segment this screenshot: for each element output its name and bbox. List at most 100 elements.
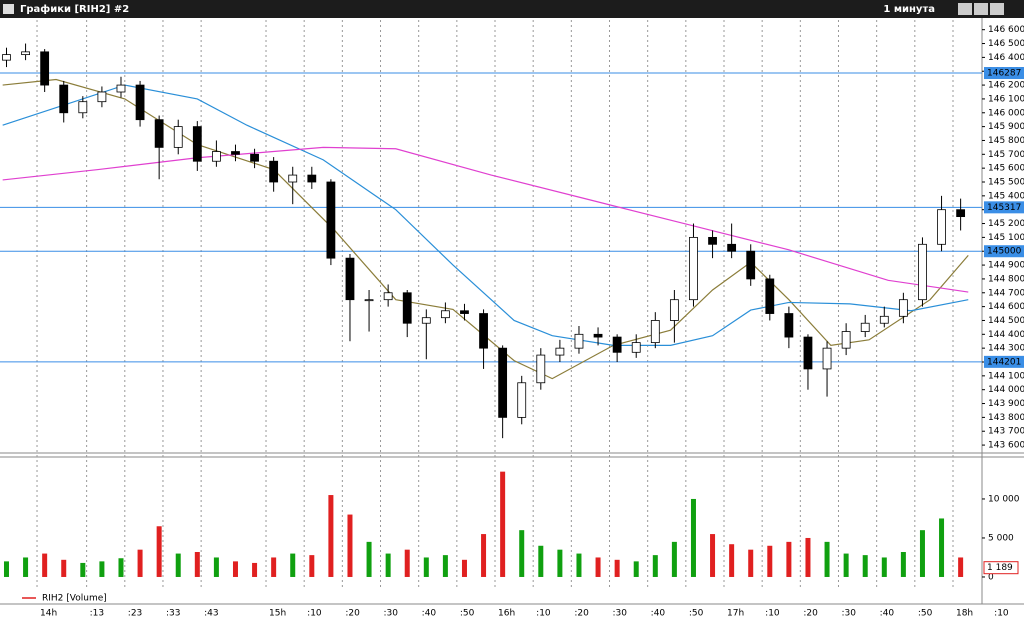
candle-body: [669, 299, 679, 321]
volume-bar: [232, 561, 238, 577]
candle-body: [479, 313, 488, 349]
volume-bar: [252, 562, 258, 577]
volume-bar: [557, 549, 563, 577]
y-tick-label: 0: [988, 572, 994, 582]
candle-body: [803, 336, 813, 370]
y-tick-label: 144 500: [988, 316, 1024, 326]
candle-body: [288, 174, 298, 183]
level-label: 145000: [987, 247, 1022, 257]
candle-body: [841, 331, 851, 349]
volume-bar: [881, 557, 887, 577]
y-tick-label: 144 100: [988, 371, 1024, 381]
volume-bar: [805, 537, 811, 577]
volume-bar: [633, 561, 639, 577]
volume-bar: [958, 557, 964, 577]
volume-bar: [843, 553, 849, 577]
volume-bar: [194, 552, 200, 577]
y-tick-label: 144 600: [988, 302, 1024, 312]
candle-body: [593, 333, 603, 338]
volume-bar: [404, 549, 410, 577]
volume-bar: [328, 495, 334, 577]
x-tick-label: :13: [90, 609, 104, 619]
y-tick-label: 143 600: [988, 441, 1024, 451]
candle-body: [517, 382, 527, 418]
x-tick-label: :40: [422, 609, 437, 619]
x-tick-label: :20: [574, 609, 589, 619]
candle-body: [307, 174, 317, 183]
x-tick-label: :20: [803, 609, 818, 619]
candle-body: [192, 126, 202, 162]
candle-body: [498, 347, 508, 418]
volume-bar: [729, 544, 735, 577]
candle-body: [59, 84, 69, 114]
volume-bar: [423, 557, 429, 577]
volume-bar: [538, 545, 544, 577]
candle-body: [345, 257, 355, 301]
moving-average: [2, 84, 969, 346]
y-tick-label: 145 500: [988, 178, 1024, 188]
y-tick-label: 146 500: [988, 39, 1024, 49]
volume-bar: [80, 562, 86, 577]
y-tick-label: 146 400: [988, 53, 1024, 63]
candle-body: [536, 354, 546, 384]
chart-bg: [0, 18, 1024, 622]
volume-bar: [576, 553, 582, 577]
volume-bar: [595, 557, 601, 577]
level-label: 145317: [987, 203, 1021, 213]
x-tick-label: :40: [880, 609, 895, 619]
y-tick-label: 144 300: [988, 344, 1024, 354]
volume-bar: [862, 555, 868, 577]
candle-body: [574, 333, 584, 349]
level-tag: [984, 67, 1024, 80]
volume-bar: [42, 553, 48, 577]
candle-body: [211, 151, 221, 162]
title-bar-bg: [0, 0, 1024, 18]
x-tick-label: :23: [128, 609, 142, 619]
volume-bar: [900, 552, 906, 577]
y-tick-label: 146 600: [988, 25, 1024, 35]
candle-body: [555, 347, 565, 356]
candle-body: [421, 317, 431, 324]
y-tick-label: 146 100: [988, 94, 1024, 104]
candle-body: [689, 236, 698, 301]
candle-body: [326, 181, 336, 259]
x-tick-label: :40: [651, 609, 666, 619]
volume-bar: [442, 555, 448, 577]
volume-bar: [213, 557, 219, 577]
maximize-button[interactable]: [974, 3, 988, 15]
candle-body: [937, 209, 946, 245]
x-tick-label: :30: [841, 609, 856, 619]
x-tick-label: 17h: [727, 609, 744, 619]
volume-bar: [939, 518, 945, 577]
level-tag: [984, 245, 1024, 258]
last-value-tag: [983, 561, 1019, 575]
volume-bar: [99, 561, 105, 577]
candle-body: [173, 126, 183, 148]
y-tick-label: 144 400: [988, 330, 1024, 340]
close-button[interactable]: [990, 3, 1004, 15]
x-tick-label: :50: [460, 609, 475, 619]
candle-body: [21, 51, 30, 56]
candle-body: [402, 292, 412, 324]
volume-bar: [271, 557, 277, 577]
volume-bar: [137, 549, 143, 577]
candle-body: [154, 119, 164, 148]
candle-body: [860, 322, 870, 332]
volume-bar: [652, 555, 658, 577]
legend-label: RIH2 [Volume]: [42, 594, 107, 604]
volume-bar: [500, 471, 506, 577]
candle-body: [822, 347, 832, 370]
candle-body: [898, 299, 908, 317]
x-tick-label: 18h: [956, 609, 973, 619]
y-tick-label: 10 000: [988, 494, 1020, 504]
y-tick-label: 143 900: [988, 399, 1024, 409]
y-tick-label: 145 600: [988, 164, 1024, 174]
timeframe[interactable]: 1 минута: [883, 4, 935, 15]
volume-bar: [481, 534, 487, 577]
candle-body: [97, 91, 107, 103]
volume-bar: [3, 561, 9, 577]
y-tick-label: 5 000: [988, 533, 1014, 543]
candle-body: [78, 101, 88, 114]
minimize-button[interactable]: [958, 3, 972, 15]
x-tick-label: :33: [166, 609, 180, 619]
